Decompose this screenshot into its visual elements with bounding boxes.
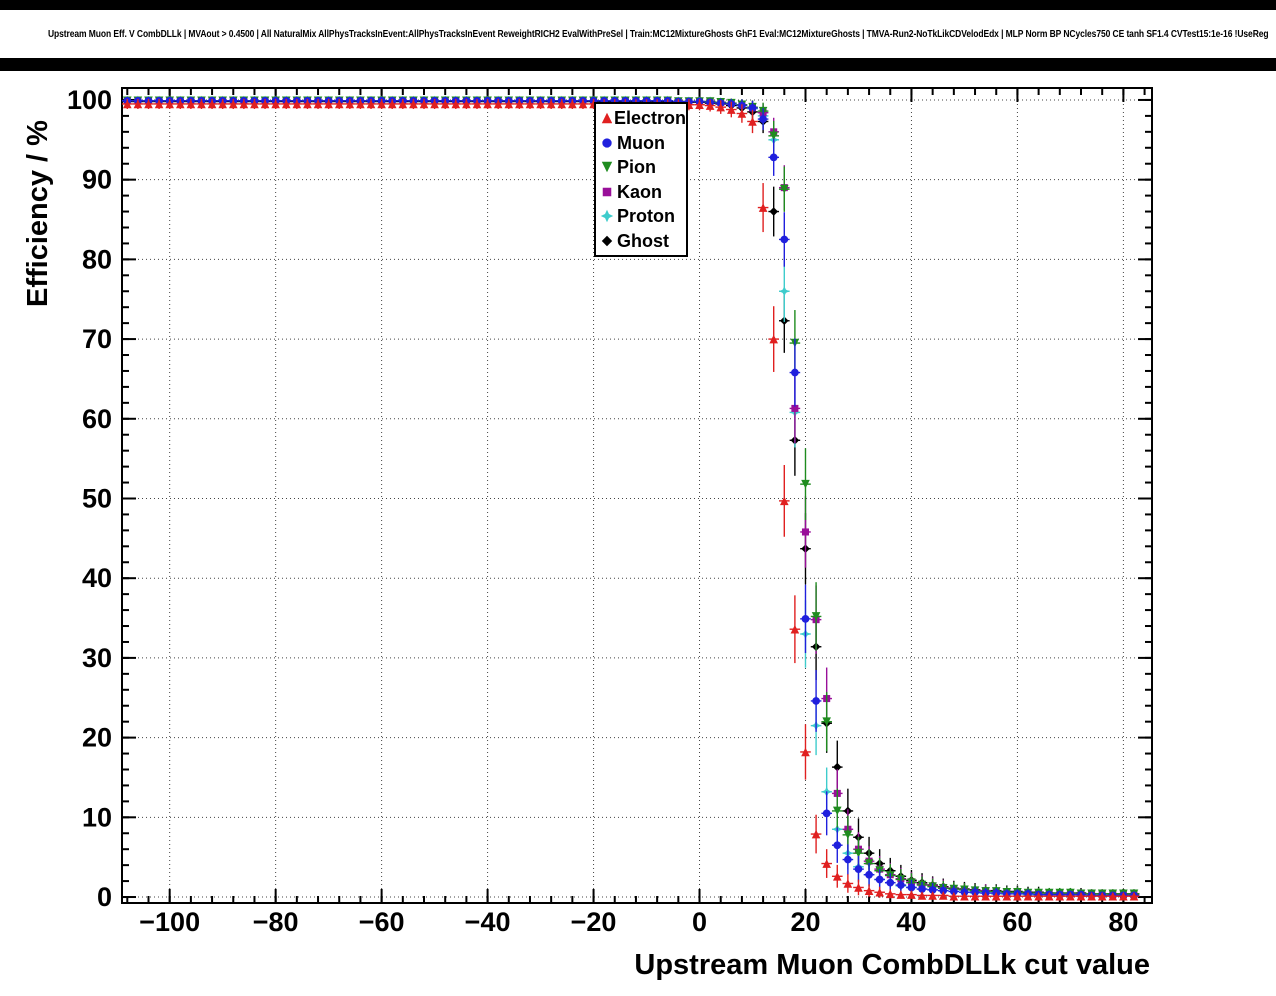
legend-label: Proton bbox=[617, 206, 675, 227]
legend: Electron Muon Pion Kaon Proton Ghost bbox=[594, 102, 688, 257]
legend-label: Ghost bbox=[617, 230, 669, 251]
y-tick-label: 10 bbox=[82, 802, 112, 832]
legend-item-ghost: Ghost bbox=[599, 229, 686, 254]
plot-frame bbox=[121, 87, 1153, 904]
x-tick-label: 40 bbox=[896, 907, 926, 937]
triangle-up-marker-icon bbox=[601, 113, 612, 124]
y-tick-label: 0 bbox=[97, 882, 112, 912]
legend-label: Pion bbox=[617, 157, 656, 178]
x-tick-label: −40 bbox=[465, 907, 511, 937]
x-tick-label: −100 bbox=[139, 907, 200, 937]
x-tick-label: 0 bbox=[692, 907, 707, 937]
y-tick-label: 90 bbox=[82, 165, 112, 195]
plot-area: −100 −80 −60 −40 −20 0 20 40 60 80 0 10 20 30 40 50 60 70… bbox=[0, 71, 1276, 996]
y-tick-label: 40 bbox=[82, 563, 112, 593]
square-marker-icon bbox=[602, 187, 612, 197]
y-tick-label: 100 bbox=[67, 85, 112, 115]
efficiency-chart: −100 −80 −60 −40 −20 0 20 40 60 80 0 10 20 30 40 50 60 70… bbox=[67, 85, 1153, 937]
y-tick-label: 30 bbox=[82, 643, 112, 673]
x-tick-label: −80 bbox=[253, 907, 299, 937]
y-tick-label: 20 bbox=[82, 723, 112, 753]
title-separator-bar bbox=[0, 58, 1276, 71]
triangle-down-marker-icon bbox=[601, 162, 613, 173]
legend-item-muon: Muon bbox=[599, 131, 686, 156]
legend-item-kaon: Kaon bbox=[599, 180, 686, 205]
x-tick-label: −20 bbox=[571, 907, 617, 937]
circle-marker-icon bbox=[602, 138, 612, 148]
x-tick-label: −60 bbox=[359, 907, 405, 937]
data-points-layer bbox=[122, 95, 1140, 901]
y-axis-title: Efficiency / % bbox=[22, 120, 54, 307]
legend-label: Electron bbox=[613, 108, 686, 129]
y-tick-label: 70 bbox=[82, 324, 112, 354]
legend-item-proton: Proton bbox=[599, 204, 686, 229]
plot-title: Upstream Muon Eff. V CombDLLk | MVAout >… bbox=[48, 28, 1269, 40]
top-border-bar bbox=[0, 0, 1276, 10]
x-tick-label: 20 bbox=[790, 907, 820, 937]
diamond-marker-icon bbox=[601, 235, 613, 246]
legend-item-pion: Pion bbox=[599, 155, 686, 180]
y-tick-label: 50 bbox=[82, 483, 112, 513]
x-tick-label: 80 bbox=[1108, 907, 1138, 937]
y-tick-label: 60 bbox=[82, 404, 112, 434]
star-marker-icon bbox=[600, 210, 614, 223]
x-tick-label: 60 bbox=[1002, 907, 1032, 937]
legend-label: Kaon bbox=[617, 181, 662, 202]
x-axis-title: Upstream Muon CombDLLk cut value bbox=[634, 949, 1150, 981]
title-strip: Upstream Muon Eff. V CombDLLk | MVAout >… bbox=[0, 10, 1276, 58]
y-tick-label: 80 bbox=[82, 244, 112, 274]
legend-item-electron: Electron bbox=[599, 106, 686, 131]
legend-label: Muon bbox=[617, 132, 665, 153]
